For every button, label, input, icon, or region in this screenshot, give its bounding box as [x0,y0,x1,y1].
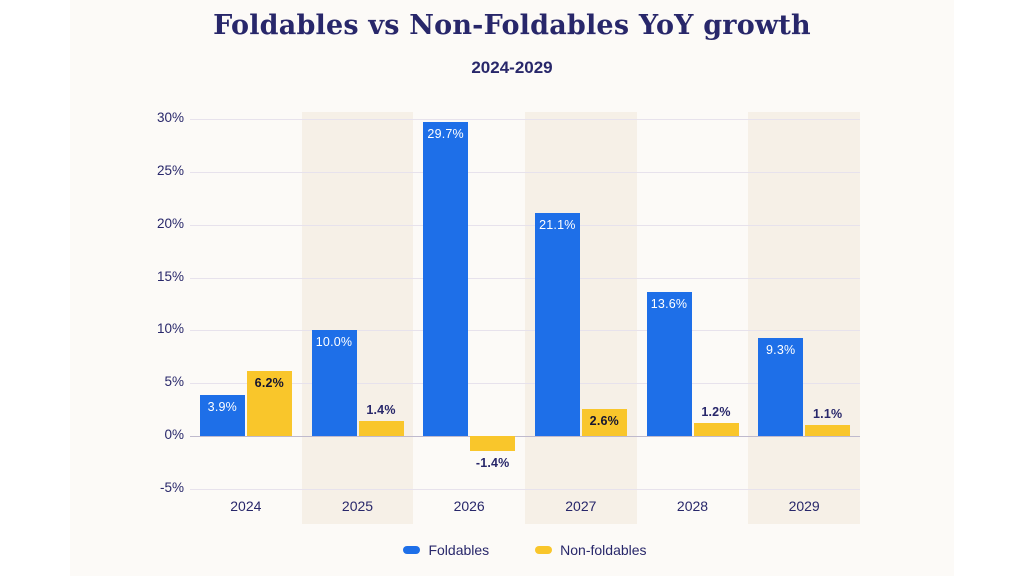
bar-value-label: 1.4% [366,403,396,418]
bar-value-label: 9.3% [766,342,796,357]
y-tick-label: 5% [164,374,184,390]
bar-value-label: 3.9% [207,399,237,414]
y-tick-label: 25% [156,162,184,178]
legend: Foldables Non-foldables [190,540,860,560]
category-band-2029 [748,112,860,524]
x-tick-label-2026: 2026 [453,498,485,514]
bar-value-label: 1.2% [701,405,731,420]
bar-non-foldables-2029 [805,424,851,437]
legend-label: Foldables [428,542,490,558]
bar-non-foldables-2027 [581,408,627,437]
legend-label: Non-foldables [560,542,647,558]
bar-non-foldables-2026 [470,436,516,451]
bar-foldables-2024 [199,394,245,437]
legend-swatch-non-foldables [535,546,553,554]
x-tick-label-2029: 2029 [788,498,820,514]
y-tick-label: 30% [156,110,184,125]
bar-foldables-2027 [534,213,580,437]
bar-non-foldables-2025 [358,421,404,437]
y-tick-label: 15% [156,268,184,284]
y-tick-label: -5% [159,480,184,495]
gridline-0 [190,436,860,438]
y-tick-label: 20% [156,215,184,231]
bar-value-label: -1.4% [475,455,510,470]
legend-swatch-foldables [403,546,421,554]
y-tick-label: 0% [164,427,184,443]
bar-foldables-2025 [311,330,357,437]
legend-item-non-foldables: Non-foldables [535,542,647,558]
x-tick-label-2028: 2028 [676,498,709,514]
gridline-20 [190,224,860,226]
bar-value-label: 21.1% [539,218,576,233]
x-tick-label-2024: 2024 [230,498,262,514]
legend-item-foldables: Foldables [403,542,489,558]
bar-foldables-2029 [758,337,804,437]
x-tick-label-2027: 2027 [565,498,597,514]
chart-title: Foldables vs Non-Foldables YoY growth [213,10,811,41]
gridline-10 [190,330,860,332]
bar-value-label: 29.7% [427,127,464,142]
bar-value-label: 2.6% [589,413,619,428]
chart-subtitle: 2024-2029 [471,58,553,77]
gridline--5 [190,489,860,490]
gridline-25 [190,171,860,173]
y-tick-label: 10% [156,321,184,337]
bar-non-foldables-2024 [246,370,292,437]
bar-foldables-2026 [423,122,469,437]
category-band-2025 [301,112,414,524]
gridline-30 [190,119,860,120]
plot-area: 30% 25% 20% 15% 10% 5% 0% -5% 3.9% 6.2% 2024 10.0% 1… [157,110,860,524]
gridline-5 [190,383,860,385]
x-tick-label-2025: 2025 [341,498,374,514]
bar-value-label: 13.6% [650,297,688,312]
bar-value-label: 10.0% [315,335,353,350]
bar-value-label: 6.2% [254,375,284,390]
bar-non-foldables-2028 [693,423,739,437]
gridline-15 [190,277,860,279]
bar-value-label: 1.1% [813,406,843,421]
bar-foldables-2028 [646,292,692,437]
